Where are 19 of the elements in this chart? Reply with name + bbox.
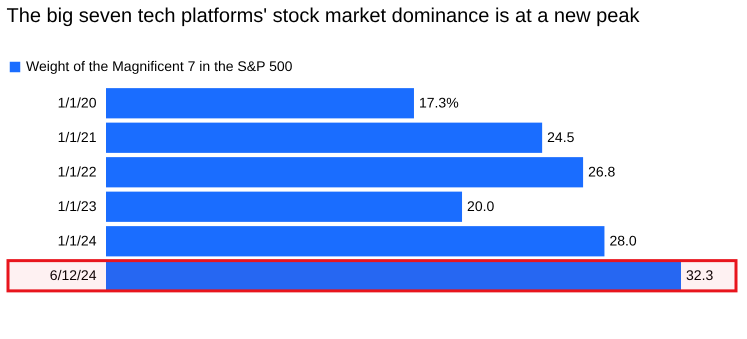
bar	[106, 192, 462, 222]
y-tick-label: 1/1/22	[58, 163, 97, 180]
y-tick-label: 1/1/21	[58, 128, 97, 145]
bar	[106, 157, 584, 188]
data-label: 20.0	[467, 198, 494, 214]
bar	[106, 122, 542, 153]
bar	[106, 226, 604, 256]
bar	[106, 88, 414, 118]
y-tick-label: 1/1/20	[58, 94, 97, 110]
data-label: 26.8	[588, 163, 616, 180]
data-label: 28.0	[609, 232, 637, 248]
y-tick-label: 1/1/23	[58, 198, 97, 214]
data-label: 24.5	[547, 128, 575, 145]
legend-label: Weight of the Magnificent 7 in the S&P 500	[26, 58, 293, 74]
y-tick-label: 6/12/24	[50, 266, 97, 283]
y-tick-label: 1/1/24	[58, 232, 97, 248]
chart-title: The big seven tech platforms' stock market dominance is at a new peak	[6, 5, 641, 27]
data-label: 17.3%	[418, 94, 459, 110]
data-label: 32.3	[686, 266, 714, 283]
